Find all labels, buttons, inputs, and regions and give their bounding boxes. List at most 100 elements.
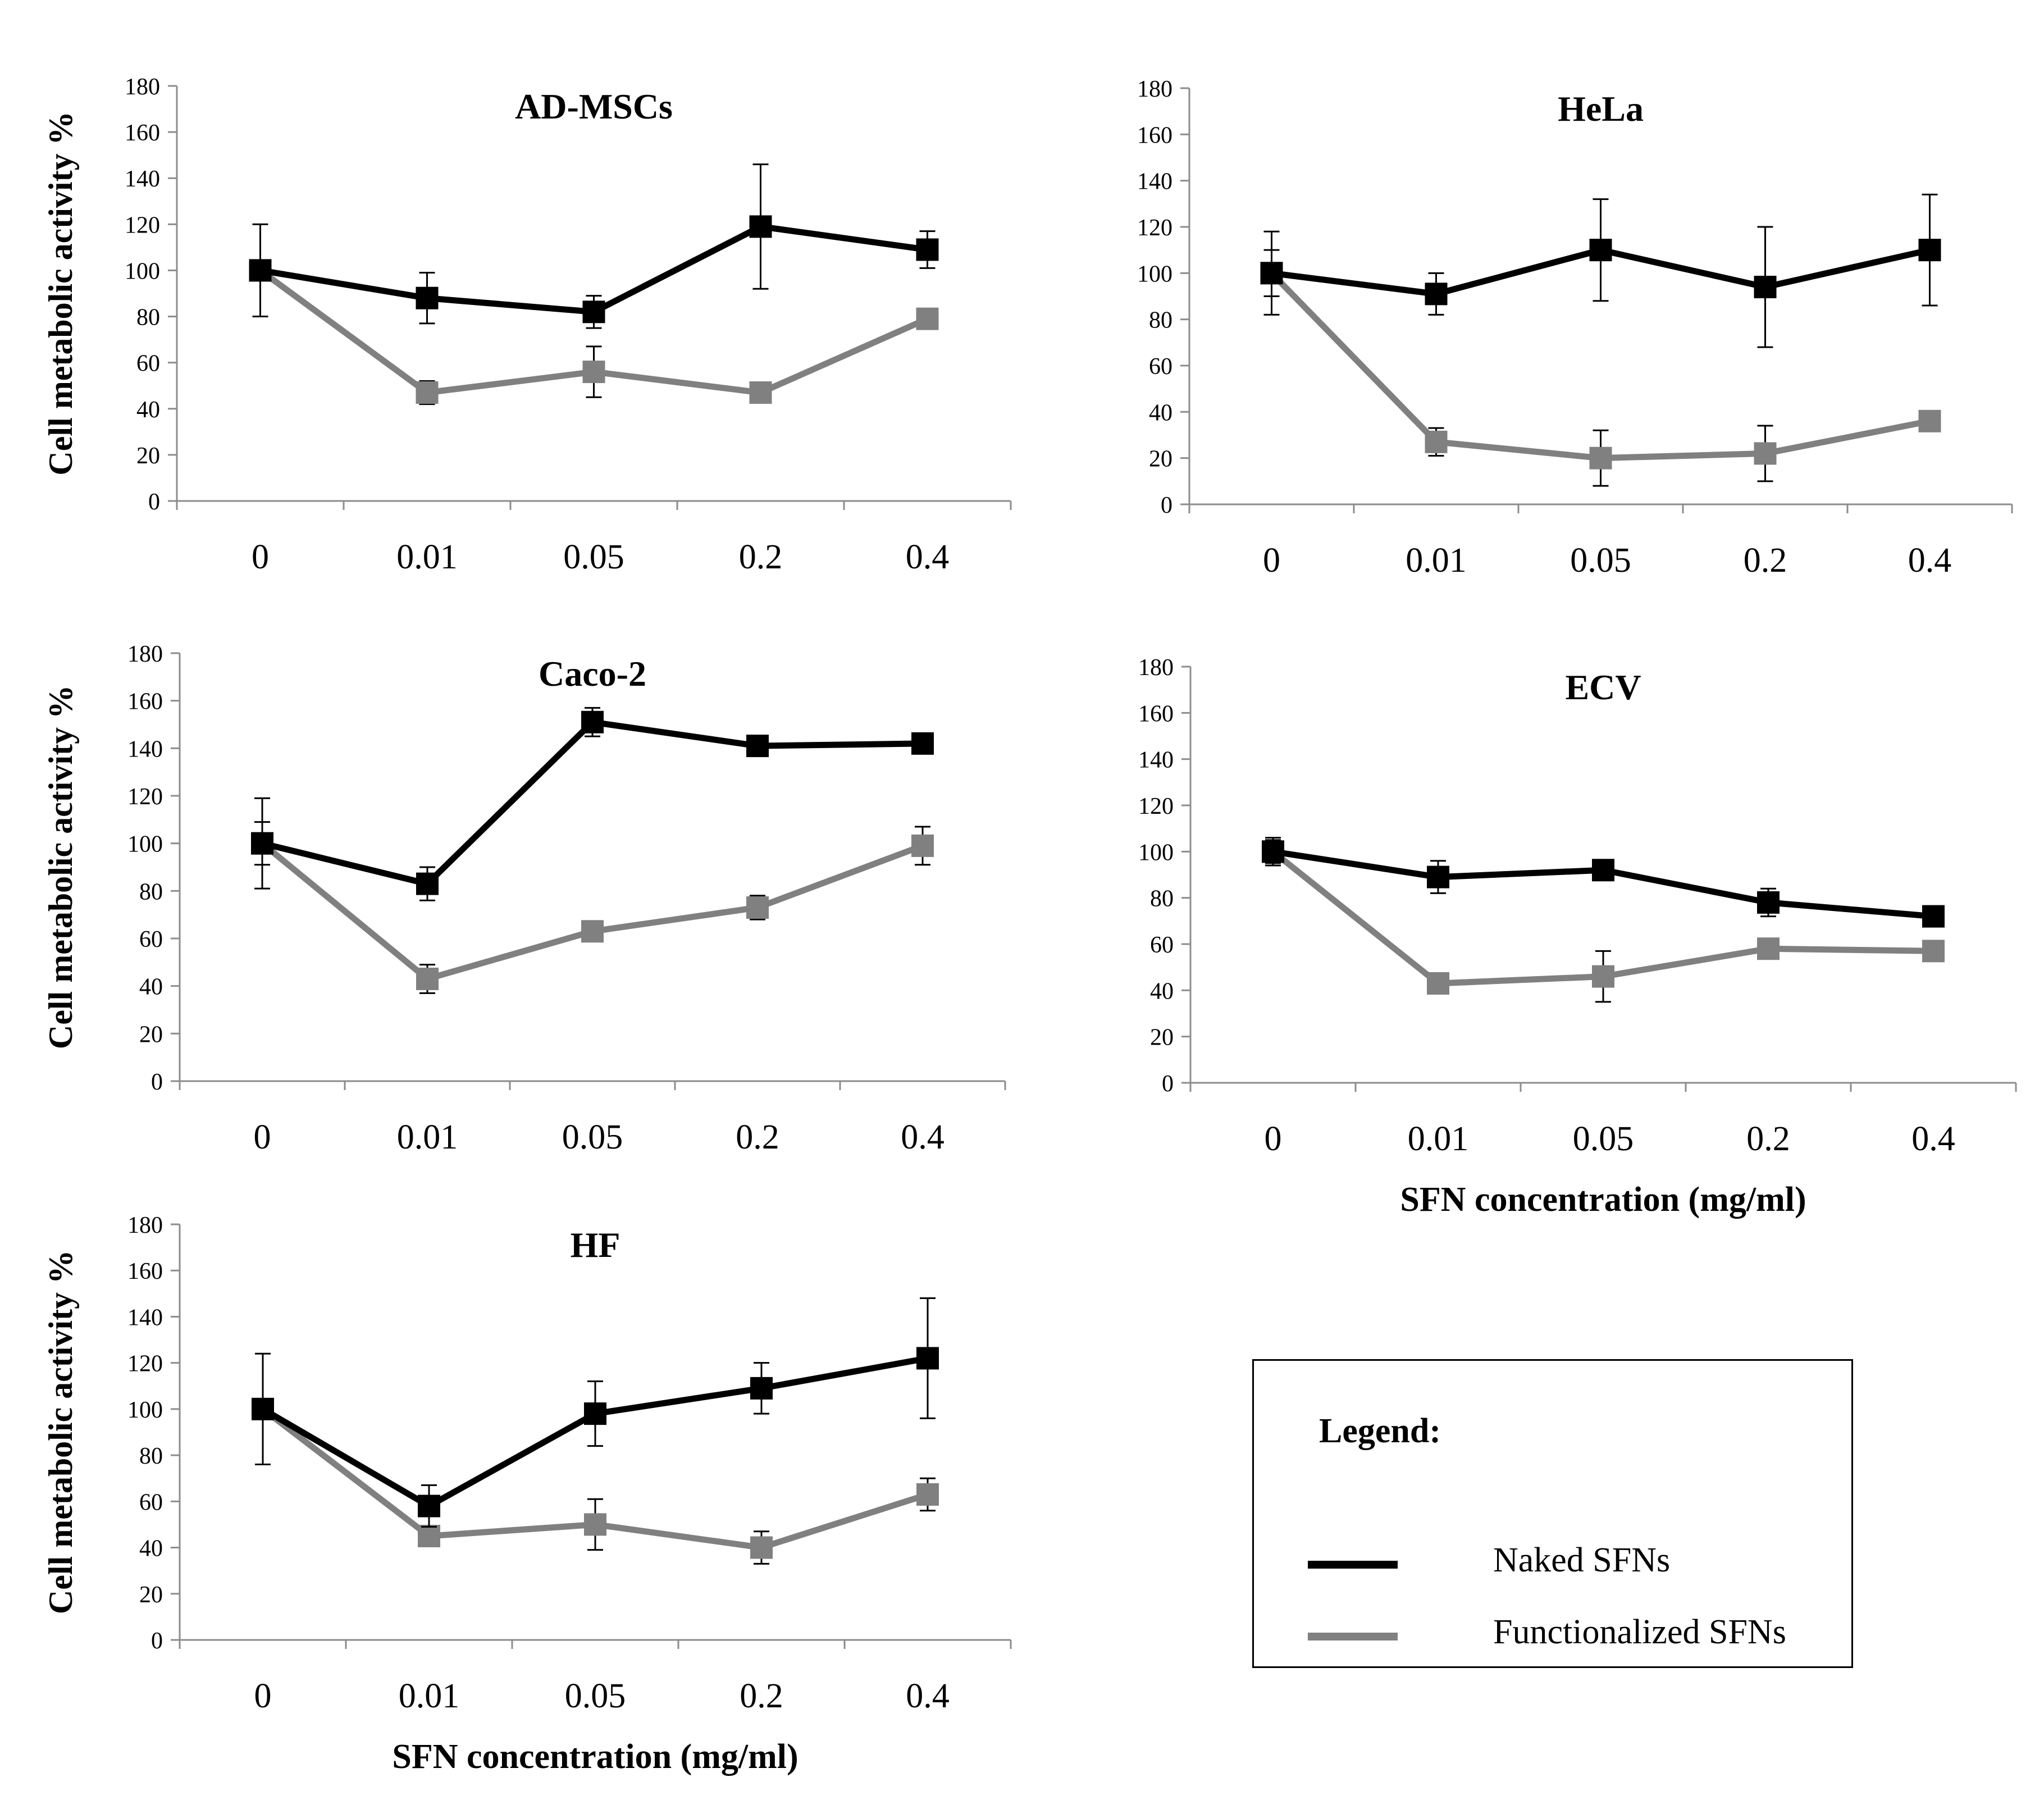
data-point-naked	[1757, 891, 1780, 914]
series-line-functionalized	[260, 841, 924, 982]
data-point-naked	[1922, 905, 1945, 928]
x-axis-label: SFN concentration (mg/ml)	[392, 1738, 798, 1776]
y-tick-label: 80	[136, 305, 160, 331]
y-tick-label: 40	[1150, 978, 1174, 1004]
y-tick-label: 0	[1161, 493, 1172, 518]
x-tick-label: 0.05	[1573, 1120, 1634, 1158]
y-tick-label: 100	[1138, 840, 1174, 865]
x-tick-label: 0	[1263, 541, 1280, 580]
y-tick-label: 40	[139, 974, 163, 1000]
y-tick-label: 20	[136, 443, 160, 469]
x-tick-label: 0.2	[1746, 1120, 1790, 1158]
data-point-naked	[252, 1397, 274, 1420]
data-point-functionalized	[750, 1536, 773, 1559]
data-point-naked	[746, 735, 769, 758]
y-tick-label: 40	[1149, 400, 1172, 426]
data-point-functionalized	[916, 307, 939, 330]
data-point-functionalized	[1425, 430, 1448, 453]
legend-label-naked: Naked SFNs	[1493, 1541, 1671, 1579]
x-tick-label: 0.01	[1406, 541, 1467, 580]
data-point-functionalized	[582, 361, 605, 384]
y-tick-label: 20	[139, 1582, 163, 1608]
data-point-functionalized	[911, 834, 934, 857]
data-point-naked	[749, 215, 772, 238]
data-point-functionalized	[746, 896, 769, 919]
y-tick-label: 140	[127, 736, 163, 762]
data-point-naked	[916, 238, 939, 261]
series-line-naked	[261, 719, 923, 887]
x-tick-label: 0.05	[1570, 541, 1631, 580]
legend: Legend: Naked SFNs Functionalized SFNs	[1252, 1359, 1853, 1668]
y-tick-label: 180	[1138, 655, 1174, 681]
y-tick-label: 120	[1138, 794, 1174, 819]
y-tick-label: 120	[1137, 215, 1172, 241]
chart-title: Caco-2	[539, 654, 646, 694]
legend-item-naked: Naked SFNs	[1308, 1541, 1847, 1585]
legend-item-functionalized: Functionalized SFNs	[1308, 1612, 1847, 1657]
x-tick-label: 0.4	[1908, 541, 1952, 580]
data-point-functionalized	[1427, 972, 1449, 995]
x-tick-label: 0.2	[740, 1677, 783, 1715]
y-tick-label: 80	[1149, 308, 1172, 334]
x-tick-label: 0.4	[1911, 1120, 1955, 1158]
data-point-functionalized	[416, 967, 439, 990]
x-tick-label: 0.01	[397, 1118, 458, 1156]
y-axis-label: Cell metabolic activity %	[42, 111, 79, 475]
x-tick-label: 0.2	[1744, 541, 1787, 580]
y-tick-label: 60	[1150, 932, 1174, 958]
y-tick-label: 20	[1150, 1025, 1174, 1051]
data-point-functionalized	[581, 920, 604, 943]
data-point-functionalized	[1754, 442, 1777, 465]
chart-title: ECV	[1565, 667, 1641, 707]
x-tick-label: 0	[252, 538, 269, 576]
data-point-naked	[416, 286, 439, 309]
legend-title: Legend:	[1319, 1412, 1441, 1450]
x-tick-label: 0.05	[562, 1118, 623, 1156]
chart-title: AD-MSCs	[515, 86, 673, 126]
x-tick-label: 0.01	[399, 1677, 460, 1715]
data-point-functionalized	[418, 1525, 440, 1547]
legend-label-functionalized: Functionalized SFNs	[1493, 1613, 1786, 1651]
data-point-naked	[911, 732, 934, 755]
chart-title: HF	[571, 1225, 620, 1265]
y-tick-label: 140	[125, 166, 160, 192]
data-point-naked	[251, 832, 273, 855]
y-tick-label: 0	[1162, 1071, 1174, 1097]
x-tick-label: 0.4	[906, 538, 950, 576]
data-point-functionalized	[916, 1483, 939, 1506]
chart-panel-4: 0 20 40 60 80 100 120 140 160 180 0 0.01 0.05 0.2 0.4 H…	[42, 1213, 1012, 1776]
x-tick-label: 0	[254, 1677, 272, 1715]
legend-swatch-naked	[1308, 1561, 1398, 1569]
y-tick-label: 120	[127, 784, 163, 810]
x-tick-label: 0.05	[563, 538, 624, 576]
chart-title: HeLa	[1558, 89, 1644, 129]
data-point-naked	[1260, 262, 1283, 285]
x-tick-label: 0.4	[906, 1677, 950, 1715]
y-tick-label: 180	[127, 1213, 163, 1238]
y-tick-label: 100	[127, 1397, 163, 1423]
chart-panel-3: 0 20 40 60 80 100 120 140 160 180 0 0.01 0.05 0.2 0.4 E…	[1138, 655, 2017, 1219]
y-tick-label: 80	[139, 1443, 163, 1469]
y-tick-label: 80	[139, 879, 163, 905]
y-tick-label: 140	[1137, 169, 1172, 195]
data-point-functionalized	[1918, 409, 1941, 432]
data-point-functionalized	[1592, 965, 1614, 988]
x-tick-label: 0.01	[1408, 1120, 1469, 1158]
data-point-naked	[249, 259, 272, 282]
data-point-naked	[581, 710, 604, 733]
y-tick-label: 160	[125, 120, 160, 146]
chart-panel-2: 0 20 40 60 80 100 120 140 160 180 0 0.01 0.05 0.2 0.4 C…	[42, 641, 1006, 1156]
y-tick-label: 0	[151, 1628, 163, 1654]
x-tick-label: 0.2	[739, 538, 783, 576]
y-tick-label: 60	[139, 1489, 163, 1515]
data-point-naked	[1425, 282, 1448, 306]
data-point-functionalized	[1922, 940, 1945, 963]
x-tick-label: 0	[1265, 1120, 1282, 1158]
y-tick-label: 160	[1137, 122, 1172, 148]
y-tick-label: 40	[136, 397, 160, 423]
data-point-naked	[1427, 865, 1449, 888]
chart-panel-1: 0 20 40 60 80 100 120 140 160 180 0 0.01 0.05 0.2 0.4 H…	[1137, 76, 2013, 580]
y-tick-label: 60	[139, 927, 163, 953]
